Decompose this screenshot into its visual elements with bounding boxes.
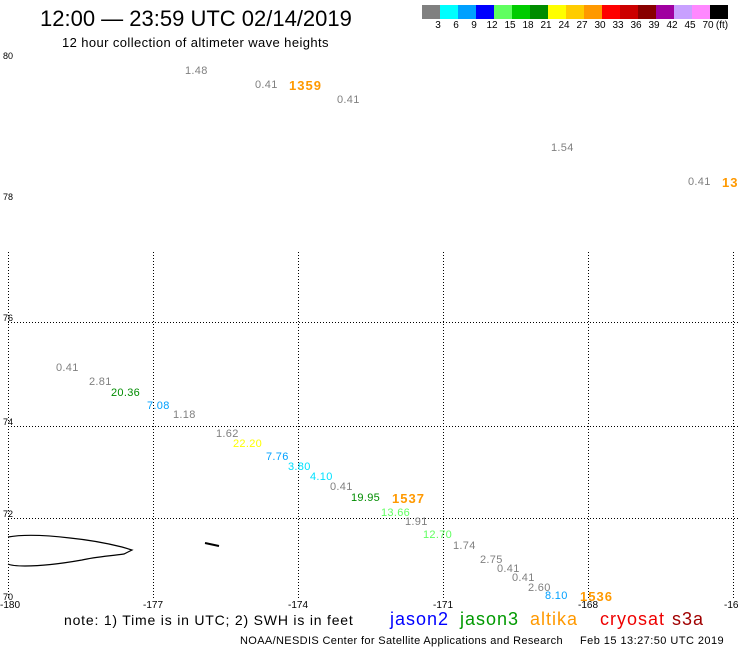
color-scale-tick-label: 27	[576, 20, 588, 31]
wave-height-label: 0.41	[330, 481, 353, 493]
color-scale-tick-label: 15	[504, 20, 516, 31]
footer-credit: NOAA/NESDIS Center for Satellite Applica…	[240, 635, 563, 647]
color-scale-swatch	[710, 5, 728, 19]
wave-height-label: 0.41	[255, 79, 278, 91]
wave-height-label: 4.10	[310, 471, 333, 483]
color-scale-swatch	[494, 5, 512, 19]
color-scale-tick-label: 36	[630, 20, 642, 31]
color-scale-swatch	[692, 5, 710, 19]
color-scale-tick-label: 18	[522, 20, 534, 31]
wave-height-label: 1.54	[551, 142, 574, 154]
page-title: 12:00 — 23:59 UTC 02/14/2019	[40, 6, 352, 31]
color-scale-tick-label: 3	[435, 20, 441, 31]
color-scale-swatch	[476, 5, 494, 19]
wave-height-label: 8.10	[545, 590, 568, 602]
latitude-label: 70	[3, 592, 14, 602]
wave-height-label: 1.74	[453, 540, 476, 552]
wave-height-label: 1.62	[216, 428, 239, 440]
wave-height-label: 0.41	[688, 176, 711, 188]
small-island-outline	[204, 542, 220, 547]
wave-height-label: 7.76	[266, 451, 289, 463]
wave-height-label: 2.75	[480, 554, 503, 566]
satellite-legend-jason3: jason3	[460, 609, 520, 629]
longitude-label: -168	[577, 600, 598, 611]
color-scale-swatch	[620, 5, 638, 19]
color-scale-swatch	[512, 5, 530, 19]
color-scale-tick-label: 70	[702, 20, 714, 31]
latitude-label: 76	[3, 313, 14, 323]
wave-height-label: 1.48	[185, 65, 208, 77]
satellite-legend-cryosat: cryosat	[600, 609, 666, 629]
color-scale-tick-label: 30	[594, 20, 606, 31]
wave-height-label: 12.70	[423, 529, 453, 541]
latitude-label: 74	[3, 417, 14, 427]
latitude-label: 72	[3, 509, 14, 519]
color-scale-swatch	[602, 5, 620, 19]
page-subtitle: 12 hour collection of altimeter wave hei…	[62, 35, 329, 50]
legend-note: note: 1) Time is in UTC; 2) SWH is in fe…	[64, 612, 354, 628]
island-coastline	[7, 534, 134, 567]
longitude-label: -171	[432, 600, 453, 611]
color-scale-tick-label: 42	[666, 20, 678, 31]
wave-height-label: 0.41	[337, 94, 360, 106]
longitude-label: -177	[142, 600, 163, 611]
color-scale-swatch	[422, 5, 440, 19]
footer-timestamp: Feb 15 13:27:50 UTC 2019	[580, 635, 725, 647]
color-scale-tick-label: 24	[558, 20, 570, 31]
longitude-label: -16	[724, 600, 739, 611]
color-scale-swatch	[584, 5, 602, 19]
color-scale-swatch	[440, 5, 458, 19]
wave-height-label: 1.18	[173, 409, 196, 421]
latitude-label: 80	[3, 51, 14, 61]
latitude-label: 78	[3, 192, 14, 202]
color-scale-tick-label: 39	[648, 20, 660, 31]
color-scale-unit: (ft)	[715, 20, 729, 31]
color-scale-tick-label: 9	[471, 20, 477, 31]
wave-height-label: 0.41	[497, 563, 520, 575]
wave-height-label: 22.20	[233, 438, 263, 450]
pass-time-label: 1537	[392, 491, 425, 506]
color-scale-swatch	[548, 5, 566, 19]
pass-time-label: 13	[722, 175, 739, 190]
color-scale-swatch	[656, 5, 674, 19]
color-scale-tick-label: 21	[540, 20, 552, 31]
wave-height-label: 0.41	[512, 572, 535, 584]
color-scale-tick-label: 45	[684, 20, 696, 31]
longitude-label: -174	[287, 600, 308, 611]
wave-height-label: 3.80	[288, 461, 311, 473]
pass-time-label: 1359	[289, 78, 322, 93]
wave-height-label: 2.60	[528, 582, 551, 594]
color-scale-tick-label: 12	[486, 20, 498, 31]
pass-time-label: 1536	[580, 589, 613, 604]
color-scale-tick-label: 6	[453, 20, 459, 31]
wave-height-label: 0.41	[56, 362, 79, 374]
wave-height-label: 7.08	[147, 400, 170, 412]
color-scale-tick-label: 33	[612, 20, 624, 31]
wave-height-label: 19.95	[351, 492, 381, 504]
color-scale-swatch	[638, 5, 656, 19]
wave-height-label: 2.81	[89, 376, 112, 388]
color-scale-swatch	[458, 5, 476, 19]
wave-height-label: 20.36	[111, 387, 141, 399]
color-scale-swatch	[566, 5, 584, 19]
satellite-legend-jason2: jason2	[390, 609, 450, 629]
color-scale-swatch	[530, 5, 548, 19]
longitude-label: -180	[0, 600, 21, 611]
wave-height-label: 1.91	[405, 516, 428, 528]
satellite-legend-altika: altika	[530, 609, 579, 629]
satellite-legend-s3a: s3a	[672, 609, 705, 629]
wave-height-label: 13.66	[381, 507, 411, 519]
color-scale-swatch	[674, 5, 692, 19]
